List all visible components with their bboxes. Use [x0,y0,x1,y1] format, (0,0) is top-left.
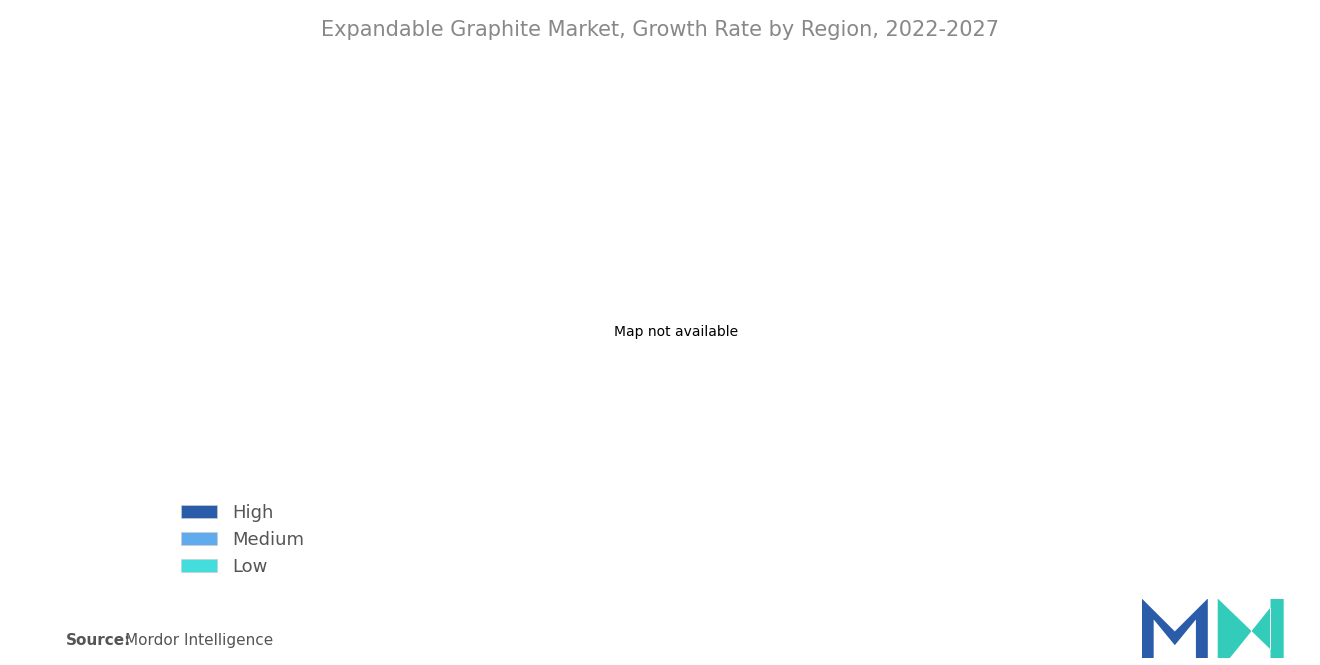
Polygon shape [1142,598,1208,658]
Legend: High, Medium, Low: High, Medium, Low [174,496,312,583]
Text: Map not available: Map not available [614,325,739,339]
Polygon shape [1217,598,1283,658]
Text: Source:: Source: [66,633,132,648]
Text: Expandable Graphite Market, Growth Rate by Region, 2022-2027: Expandable Graphite Market, Growth Rate … [321,20,999,40]
Text: Mordor Intelligence: Mordor Intelligence [125,633,273,648]
